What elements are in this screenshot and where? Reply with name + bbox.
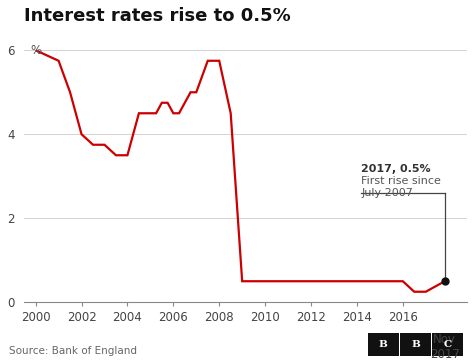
- Text: C: C: [444, 340, 452, 349]
- Text: First rise since
July 2007: First rise since July 2007: [362, 176, 441, 198]
- Text: Interest rates rise to 0.5%: Interest rates rise to 0.5%: [24, 7, 291, 25]
- Text: B: B: [379, 340, 388, 349]
- Text: B: B: [411, 340, 420, 349]
- Text: Nov
2017: Nov 2017: [430, 333, 460, 360]
- Text: %: %: [31, 44, 42, 57]
- Text: Source: Bank of England: Source: Bank of England: [9, 346, 137, 356]
- Text: 2017, 0.5%: 2017, 0.5%: [362, 164, 431, 174]
